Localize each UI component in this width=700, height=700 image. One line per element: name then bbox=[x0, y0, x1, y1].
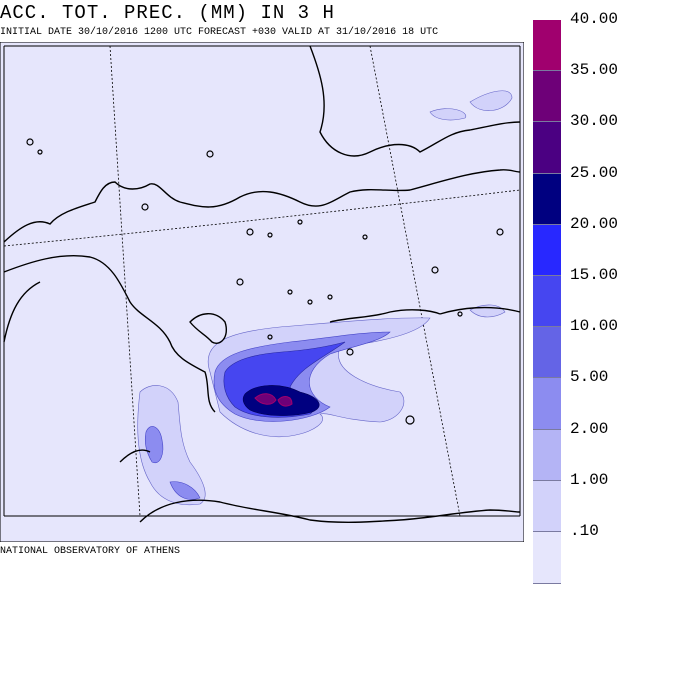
legend-label: 35.00 bbox=[570, 61, 619, 80]
legend-swatch bbox=[533, 429, 561, 481]
legend-label: 10.00 bbox=[570, 317, 619, 336]
legend-label: 25.00 bbox=[570, 163, 619, 182]
map-title: ACC. TOT. PREC. (MM) IN 3 H bbox=[0, 2, 335, 24]
legend-swatch bbox=[533, 71, 561, 123]
map-background bbox=[0, 42, 524, 542]
legend-swatch bbox=[533, 480, 561, 532]
color-legend bbox=[533, 20, 561, 584]
legend-swatch bbox=[533, 378, 561, 430]
legend-label: 40.00 bbox=[570, 10, 619, 28]
legend-label: 5.00 bbox=[570, 368, 609, 387]
legend-label: 2.00 bbox=[570, 419, 609, 438]
islands bbox=[26, 138, 504, 425]
coastlines bbox=[3, 45, 521, 524]
legend-swatch bbox=[533, 122, 561, 174]
precipitation-map bbox=[0, 42, 524, 542]
legend-swatch bbox=[533, 532, 561, 584]
forecast-info: INITIAL DATE 30/10/2016 1200 UTC FORECAS… bbox=[0, 27, 439, 38]
legend-swatch bbox=[533, 276, 561, 328]
legend-label: 1.00 bbox=[570, 470, 609, 489]
map-frame-ticks bbox=[3, 45, 521, 517]
legend-swatch bbox=[533, 327, 561, 379]
credit-text: NATIONAL OBSERVATORY OF ATHENS bbox=[0, 546, 181, 557]
legend-swatch bbox=[533, 224, 561, 276]
legend-label: .10 bbox=[570, 522, 599, 540]
legend-label: 30.00 bbox=[570, 112, 619, 131]
graticule bbox=[3, 45, 521, 517]
legend-swatch bbox=[533, 20, 561, 72]
precip-extreme bbox=[254, 393, 293, 407]
legend-swatch bbox=[533, 173, 561, 225]
legend-label: 15.00 bbox=[570, 266, 619, 284]
legend-label: 20.00 bbox=[570, 214, 619, 233]
